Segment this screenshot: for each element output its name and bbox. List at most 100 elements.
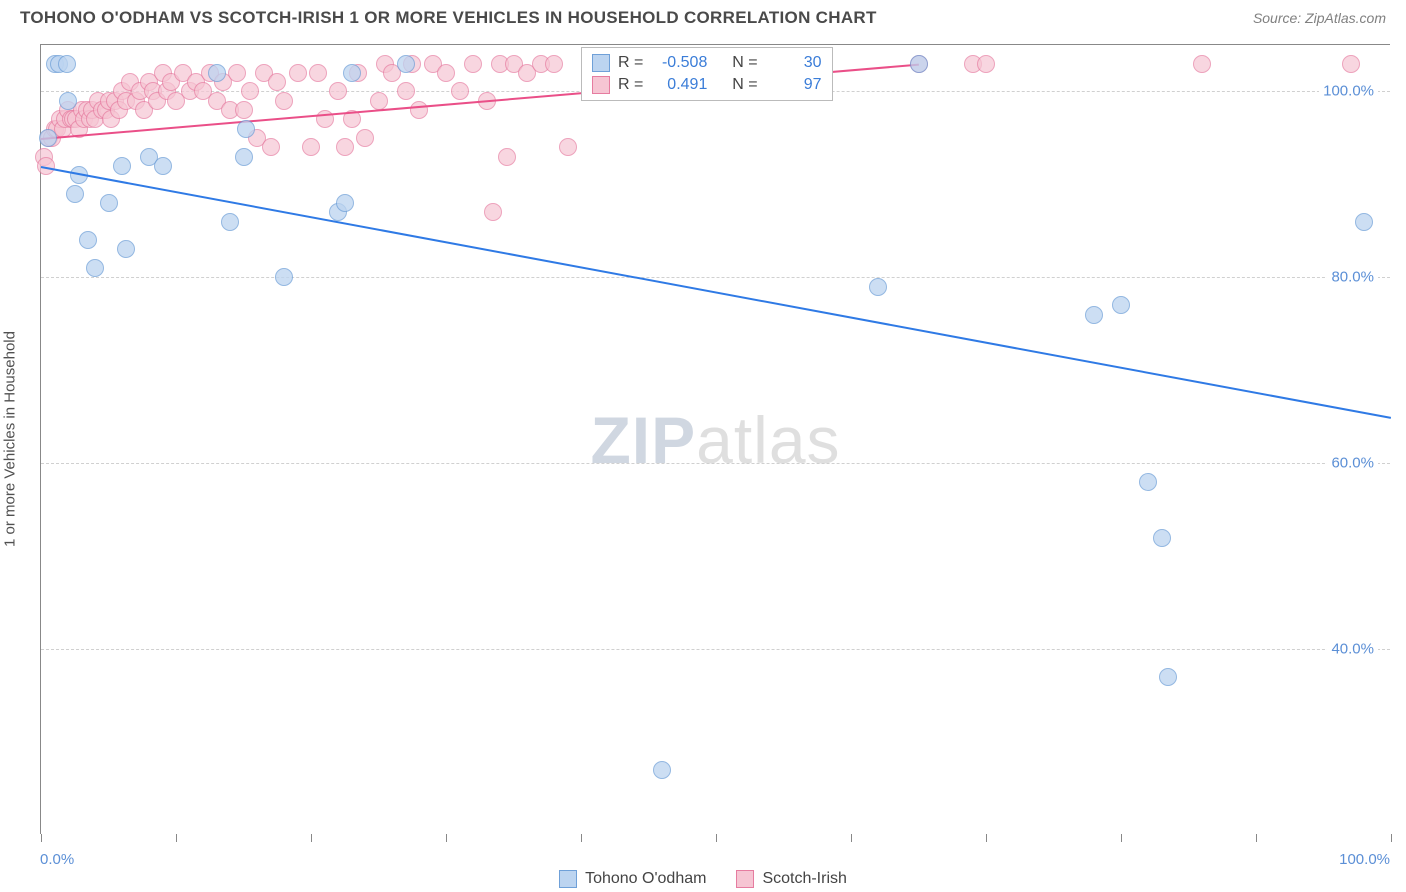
stats-row: R = -0.508 N = 30 xyxy=(592,52,822,74)
watermark-atlas: atlas xyxy=(696,403,840,477)
tohono-point xyxy=(910,55,928,73)
tohono-point xyxy=(79,231,97,249)
source-name: ZipAtlas.com xyxy=(1305,10,1386,26)
tohono-point xyxy=(113,157,131,175)
legend-label-scotch: Scotch-Irish xyxy=(762,870,846,888)
legend-swatch-blue xyxy=(559,870,577,888)
x-tick xyxy=(1121,834,1122,842)
r-label: R = xyxy=(618,76,643,94)
x-tick xyxy=(581,834,582,842)
tohono-point xyxy=(653,761,671,779)
tohono-point xyxy=(1355,213,1373,231)
chart-container: ZIPatlas 40.0% 60.0% 80.0% 100.0% R = -0.508 … xyxy=(40,44,1390,834)
tohono-point xyxy=(1153,529,1171,547)
legend-swatch-pink xyxy=(736,870,754,888)
watermark: ZIPatlas xyxy=(590,402,840,478)
legend: Tohono O'odham Scotch-Irish xyxy=(0,870,1406,888)
y-tick-label: 100.0% xyxy=(1319,83,1378,100)
tohono-point xyxy=(397,55,415,73)
scotch-point xyxy=(309,64,327,82)
stats-row: R = 0.491 N = 97 xyxy=(592,74,822,96)
x-tick xyxy=(311,834,312,842)
tohono-point xyxy=(235,148,253,166)
scotch-point xyxy=(262,138,280,156)
tohono-trendline xyxy=(41,166,1391,419)
stats-swatch xyxy=(592,54,610,72)
scotch-point xyxy=(356,129,374,147)
scotch-point xyxy=(228,64,246,82)
tohono-point xyxy=(343,64,361,82)
tohono-point xyxy=(1159,668,1177,686)
y-tick-label: 60.0% xyxy=(1327,455,1378,472)
scotch-point xyxy=(329,82,347,100)
tohono-point xyxy=(117,240,135,258)
legend-item-scotch: Scotch-Irish xyxy=(736,870,846,888)
tohono-point xyxy=(1085,306,1103,324)
gridline xyxy=(41,649,1390,650)
tohono-point xyxy=(1139,473,1157,491)
source-prefix: Source: xyxy=(1253,10,1305,26)
source-attribution: Source: ZipAtlas.com xyxy=(1253,10,1386,26)
tohono-point xyxy=(1112,296,1130,314)
n-label: N = xyxy=(732,54,757,72)
n-label: N = xyxy=(732,76,757,94)
legend-label-tohono: Tohono O'odham xyxy=(585,870,706,888)
tohono-point xyxy=(869,278,887,296)
r-value: -0.508 xyxy=(651,54,707,72)
tohono-point xyxy=(221,213,239,231)
x-tick xyxy=(716,834,717,842)
chart-title: TOHONO O'ODHAM VS SCOTCH-IRISH 1 OR MORE… xyxy=(20,8,877,28)
scotch-point xyxy=(484,203,502,221)
gridline xyxy=(41,463,1390,464)
x-axis-min-label: 0.0% xyxy=(40,851,74,868)
y-axis-label: 1 or more Vehicles in Household xyxy=(2,331,19,547)
x-tick xyxy=(1391,834,1392,842)
tohono-point xyxy=(100,194,118,212)
tohono-point xyxy=(58,55,76,73)
x-tick xyxy=(986,834,987,842)
n-value: 30 xyxy=(766,54,822,72)
scotch-point xyxy=(464,55,482,73)
r-value: 0.491 xyxy=(651,76,707,94)
scotch-point xyxy=(1193,55,1211,73)
tohono-point xyxy=(208,64,226,82)
x-axis-max-label: 100.0% xyxy=(1339,851,1390,868)
x-tick xyxy=(446,834,447,842)
x-tick xyxy=(176,834,177,842)
scotch-point xyxy=(268,73,286,91)
scotch-point xyxy=(289,64,307,82)
tohono-point xyxy=(66,185,84,203)
x-tick xyxy=(851,834,852,842)
scotch-point xyxy=(336,138,354,156)
tohono-point xyxy=(86,259,104,277)
scotch-point xyxy=(498,148,516,166)
tohono-point xyxy=(275,268,293,286)
stats-swatch xyxy=(592,76,610,94)
scotch-point xyxy=(977,55,995,73)
scotch-point xyxy=(437,64,455,82)
tohono-point xyxy=(39,129,57,147)
tohono-point xyxy=(154,157,172,175)
watermark-zip: ZIP xyxy=(590,403,696,477)
tohono-point xyxy=(336,194,354,212)
scotch-point xyxy=(235,101,253,119)
y-tick-label: 80.0% xyxy=(1327,269,1378,286)
tohono-point xyxy=(237,120,255,138)
scotch-point xyxy=(559,138,577,156)
gridline xyxy=(41,277,1390,278)
stats-box: R = -0.508 N = 30 R = 0.491 N = 97 xyxy=(581,47,833,101)
scotch-point xyxy=(302,138,320,156)
scotch-point xyxy=(451,82,469,100)
n-value: 97 xyxy=(766,76,822,94)
chart-header: TOHONO O'ODHAM VS SCOTCH-IRISH 1 OR MORE… xyxy=(0,0,1406,32)
r-label: R = xyxy=(618,54,643,72)
legend-item-tohono: Tohono O'odham xyxy=(559,870,706,888)
tohono-point xyxy=(59,92,77,110)
scotch-point xyxy=(410,101,428,119)
scotch-point xyxy=(241,82,259,100)
scotch-point xyxy=(545,55,563,73)
y-tick-label: 40.0% xyxy=(1327,641,1378,658)
plot-area: ZIPatlas 40.0% 60.0% 80.0% 100.0% R = -0.508 … xyxy=(40,44,1390,834)
scotch-point xyxy=(275,92,293,110)
x-tick xyxy=(1256,834,1257,842)
